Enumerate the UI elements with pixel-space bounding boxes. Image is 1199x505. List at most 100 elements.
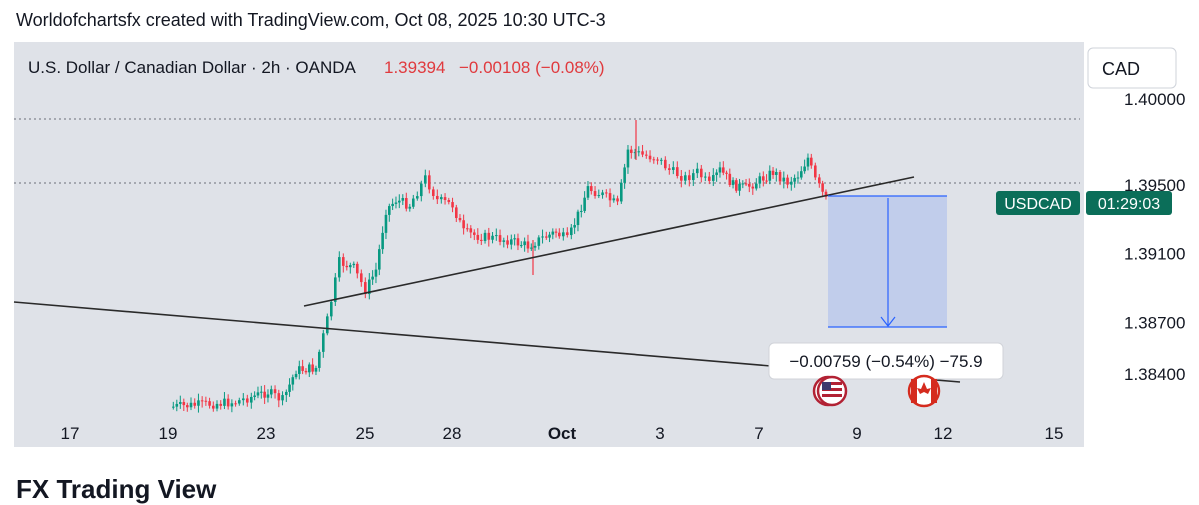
candle-body [440, 197, 443, 200]
candle-body [590, 186, 593, 192]
candle-body [762, 176, 765, 181]
candle-body [704, 176, 707, 178]
candle-body [469, 228, 473, 233]
candle-body [223, 398, 226, 406]
candle-body [633, 152, 637, 154]
x-tick-label: 28 [443, 424, 462, 443]
candle-body [755, 183, 758, 189]
candle-body [692, 173, 695, 181]
candle-body [338, 257, 341, 278]
x-tick-label: 9 [852, 424, 861, 443]
candle-body [476, 234, 480, 240]
candle-body [266, 394, 270, 398]
candle-body [487, 232, 491, 240]
y-tick-label: 1.38400 [1124, 365, 1185, 384]
candle-body [786, 177, 789, 185]
candle-body [314, 367, 318, 372]
rising-trendline[interactable] [303, 176, 915, 307]
candle-body [230, 403, 234, 407]
candle-body [570, 227, 573, 236]
candle-body [712, 175, 715, 181]
candle-body [700, 168, 703, 178]
candle-body [623, 167, 626, 183]
x-tick-label: 25 [356, 424, 375, 443]
candle-body [566, 232, 569, 236]
candle-body [432, 189, 435, 196]
candle-body [803, 166, 806, 172]
candle-body [498, 235, 502, 242]
candle-body [748, 183, 751, 187]
candle-body [420, 183, 423, 197]
candle-body [768, 170, 772, 181]
candle-body [722, 167, 725, 173]
candle-body [458, 218, 462, 221]
x-tick-label: 19 [159, 424, 178, 443]
candle-body [778, 171, 782, 182]
candle-body [586, 186, 590, 198]
candle-body [197, 400, 200, 406]
candle-body [250, 396, 253, 403]
candle-body [443, 197, 447, 201]
us-flag-icon[interactable] [812, 375, 848, 407]
candle-body [277, 393, 281, 401]
candle-body [352, 263, 356, 266]
candle-body [281, 395, 284, 401]
candle-body [554, 231, 558, 233]
canada-flag-icon[interactable] [907, 374, 941, 408]
candle-body [814, 165, 817, 178]
candle-body [311, 364, 314, 372]
candle-body [208, 401, 211, 406]
candle-body [416, 196, 419, 199]
candle-body [398, 200, 401, 203]
y-axis: 1.40000 1.39500 1.39100 1.38700 1.38400 [1124, 90, 1185, 384]
candle-body [175, 403, 179, 407]
candle-body [775, 171, 778, 175]
candle-body [668, 168, 671, 170]
candle-body [580, 210, 583, 212]
candle-body [364, 282, 367, 295]
candle-body [576, 211, 580, 226]
candle-body [664, 159, 667, 169]
candle-body [790, 181, 793, 185]
price-chart[interactable]: 1.40000 1.39500 1.39100 1.38700 1.38400 17 19… [0, 0, 1199, 489]
candle-body [800, 171, 803, 178]
candle-body [234, 403, 237, 405]
price-axis-panel [1084, 42, 1183, 447]
candle-body [708, 176, 711, 181]
symbol-title: U.S. Dollar / Canadian Dollar · 2h · OAN… [28, 58, 357, 77]
x-axis: 17 19 23 25 28 Oct 3 7 9 12 15 [61, 424, 1064, 443]
y-tick-label: 1.39100 [1124, 245, 1185, 264]
candle-body [551, 231, 555, 235]
y-tick-label: 1.40000 [1124, 90, 1185, 109]
candle-body [179, 402, 182, 404]
candle-body [741, 183, 745, 185]
candle-body [771, 170, 775, 175]
candle-body [388, 206, 391, 215]
candle-body [480, 239, 483, 241]
ticker-badge: USDCAD 01:29:03 [996, 191, 1172, 215]
candle-body [182, 402, 186, 406]
candle-body [200, 400, 204, 402]
candle-body [597, 195, 601, 197]
ticker-symbol: USDCAD [1004, 196, 1072, 213]
candle-body [696, 168, 699, 174]
candle-body [612, 198, 616, 201]
candle-body [548, 234, 551, 238]
candle-body [593, 191, 597, 196]
candle-body [641, 151, 644, 155]
candle-body [466, 228, 469, 230]
candle-body [765, 180, 768, 182]
candle-body [394, 202, 398, 204]
candle-body [285, 391, 288, 396]
candle-body [301, 366, 304, 371]
candle-body [688, 175, 691, 181]
currency-button[interactable]: CAD [1087, 47, 1177, 89]
candle-body [172, 406, 175, 408]
candle-body [345, 265, 349, 268]
candle-body [238, 400, 241, 404]
candle-body [322, 333, 325, 352]
candle-body [263, 391, 266, 398]
candle-body [483, 232, 487, 241]
candle-body [806, 157, 810, 167]
symbol-price: 1.39394 [384, 58, 445, 77]
